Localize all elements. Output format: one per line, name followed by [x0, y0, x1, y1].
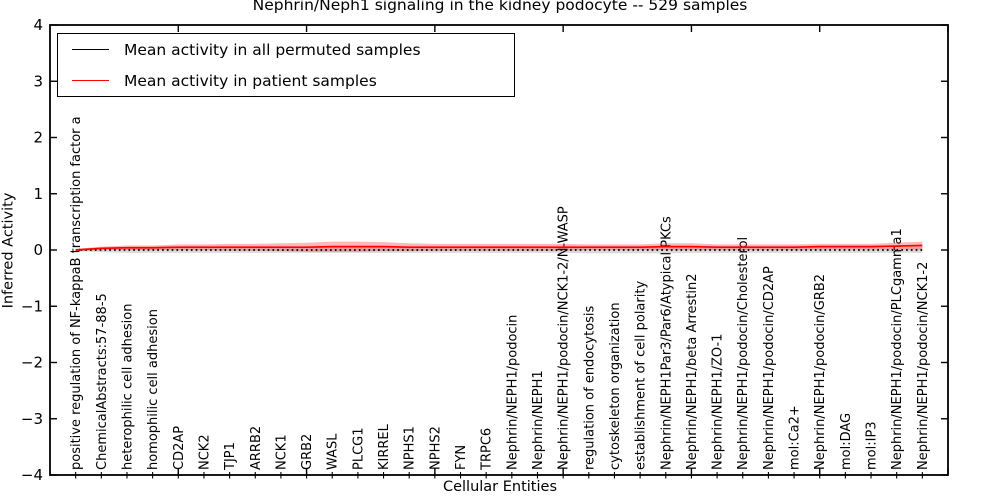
- legend-line-sample: [72, 80, 109, 81]
- x-category-label: CD2AP: [172, 426, 187, 470]
- x-category-label: positive regulation of NF-kappaB transcr…: [69, 116, 84, 470]
- x-category-label: Nephrin/NEPH1/podocin: [505, 315, 520, 470]
- x-category-label: WASL: [326, 433, 341, 470]
- y-tick-label: 3: [33, 72, 43, 90]
- x-category-label: NPHS1: [403, 426, 418, 470]
- x-category-label: NCK2: [197, 434, 212, 470]
- x-category-label: cytoskeleton organization: [608, 302, 623, 470]
- chart-title: Nephrin/Neph1 signaling in the kidney po…: [252, 0, 748, 14]
- y-tick-label: −2: [21, 354, 43, 372]
- x-category-label: Nephrin/NEPH1/podocin/GRB2: [813, 274, 828, 470]
- x-category-label: FYN: [454, 445, 469, 470]
- x-category-label: Nephrin/NEPH1/podocin/Cholesterol: [736, 237, 751, 470]
- x-category-label: Nephrin/NEPH1/ZO-1: [711, 334, 726, 470]
- legend-entry-1: Mean activity in patient samples: [58, 68, 514, 94]
- x-category-label: NCK1: [274, 434, 289, 470]
- y-tick-label: 2: [33, 129, 43, 147]
- patient-mean-line: [75, 244, 923, 251]
- x-category-label: ChemicalAbstracts:57-88-5: [95, 293, 110, 470]
- x-category-label: ARRB2: [249, 426, 264, 470]
- x-category-label: Nephrin/NEPH1Par3/Par6/Atypical PKCs: [659, 216, 674, 470]
- x-category-label: Nephrin/NEPH1/beta Arrestin2: [685, 274, 700, 471]
- x-axis-label: Cellular Entities: [442, 479, 558, 495]
- x-category-label: mol:DAG: [839, 413, 854, 470]
- legend: Mean activity in all permuted samples Mea…: [57, 33, 515, 97]
- x-category-label: heterophilic cell adhesion: [120, 304, 135, 471]
- x-category-label: NPHS2: [428, 426, 443, 470]
- x-category-label: TRPC6: [480, 428, 495, 471]
- legend-label: Mean activity in all permuted samples: [124, 40, 421, 59]
- legend-label: Mean activity in patient samples: [124, 71, 377, 90]
- y-tick-label: −4: [21, 466, 43, 484]
- x-category-label: TJP1: [223, 442, 238, 471]
- y-tick-label: 4: [33, 16, 43, 34]
- x-category-label: mol:Ca2+: [788, 405, 803, 470]
- x-category-label: regulation of endocytosis: [582, 305, 597, 470]
- y-tick-label: 0: [33, 241, 43, 259]
- x-category-label: Nephrin/NEPH1: [531, 370, 546, 470]
- x-category-label: Nephrin/NEPH1/podocin/NCK1-2: [916, 262, 931, 470]
- y-tick-label: −1: [21, 297, 43, 315]
- y-axis-label: Inferred Activity: [0, 192, 17, 309]
- x-category-label: Nephrin/NEPH1/podocin/NCK1-2/N-WASP: [557, 206, 572, 470]
- x-category-label: homophilic cell adhesion: [146, 309, 161, 470]
- x-category-label: PLCG1: [351, 427, 366, 470]
- x-category-label: GRB2: [300, 434, 315, 470]
- x-category-label: establishment of cell polarity: [634, 281, 649, 470]
- x-category-label: mol:IP3: [865, 421, 880, 470]
- x-category-label: Nephrin/NEPH1/podocin/CD2AP: [762, 266, 777, 470]
- x-category-label: KIRREL: [377, 423, 392, 470]
- y-tick-label: 1: [33, 185, 43, 203]
- y-tick-label: −3: [21, 410, 43, 428]
- legend-line-sample: [72, 49, 109, 50]
- legend-entry-0: Mean activity in all permuted samples: [58, 37, 514, 63]
- x-category-label: Nephrin/NEPH1/podocin/PLCgamma1: [890, 228, 905, 470]
